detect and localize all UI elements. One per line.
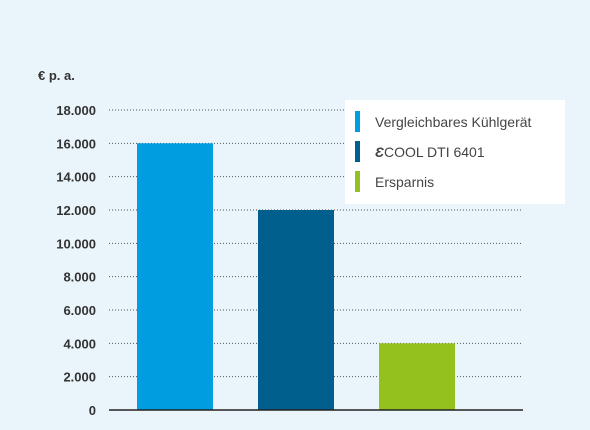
- brand-mark-glyph: Ɛ: [375, 144, 384, 160]
- legend-entry: ƐCOOL DTI 6401: [375, 144, 485, 160]
- bar-1: [137, 143, 213, 411]
- y-tick-label: 12.000: [56, 203, 96, 218]
- y-tick-label: 2.000: [63, 370, 96, 385]
- legend-label: Ersparnis: [375, 174, 434, 190]
- y-tick-label: 6.000: [63, 303, 96, 318]
- legend-swatch: [355, 171, 360, 192]
- y-tick-label: 16.000: [56, 136, 96, 151]
- legend-entry: Vergleichbares Kühlgerät: [375, 114, 532, 130]
- y-tick-label: 8.000: [63, 270, 96, 285]
- y-tick-label: 4.000: [63, 336, 96, 351]
- bars: [137, 143, 455, 411]
- legend-entry: Ersparnis: [375, 174, 434, 190]
- legend: Vergleichbares Kühlgerät ƐCOOL DTI 6401 Er…: [345, 100, 565, 204]
- legend-label: Vergleichbares Kühlgerät: [375, 114, 532, 130]
- y-tick-label: 0: [89, 403, 96, 418]
- legend-box: [345, 100, 565, 204]
- legend-label: COOL DTI 6401: [384, 144, 485, 160]
- y-tick-label: 18.000: [56, 103, 96, 118]
- y-tick-label: 10.000: [56, 236, 96, 251]
- legend-swatch: [355, 111, 360, 132]
- y-axis-ticks: 0 2.000 4.000 6.000 8.000 10.000 12.000 14.000 1…: [56, 103, 96, 418]
- legend-swatch: [355, 141, 360, 162]
- bar-3: [379, 343, 455, 410]
- y-tick-label: 14.000: [56, 170, 96, 185]
- y-axis-label: € p. a.: [38, 68, 75, 83]
- bar-2: [258, 210, 334, 410]
